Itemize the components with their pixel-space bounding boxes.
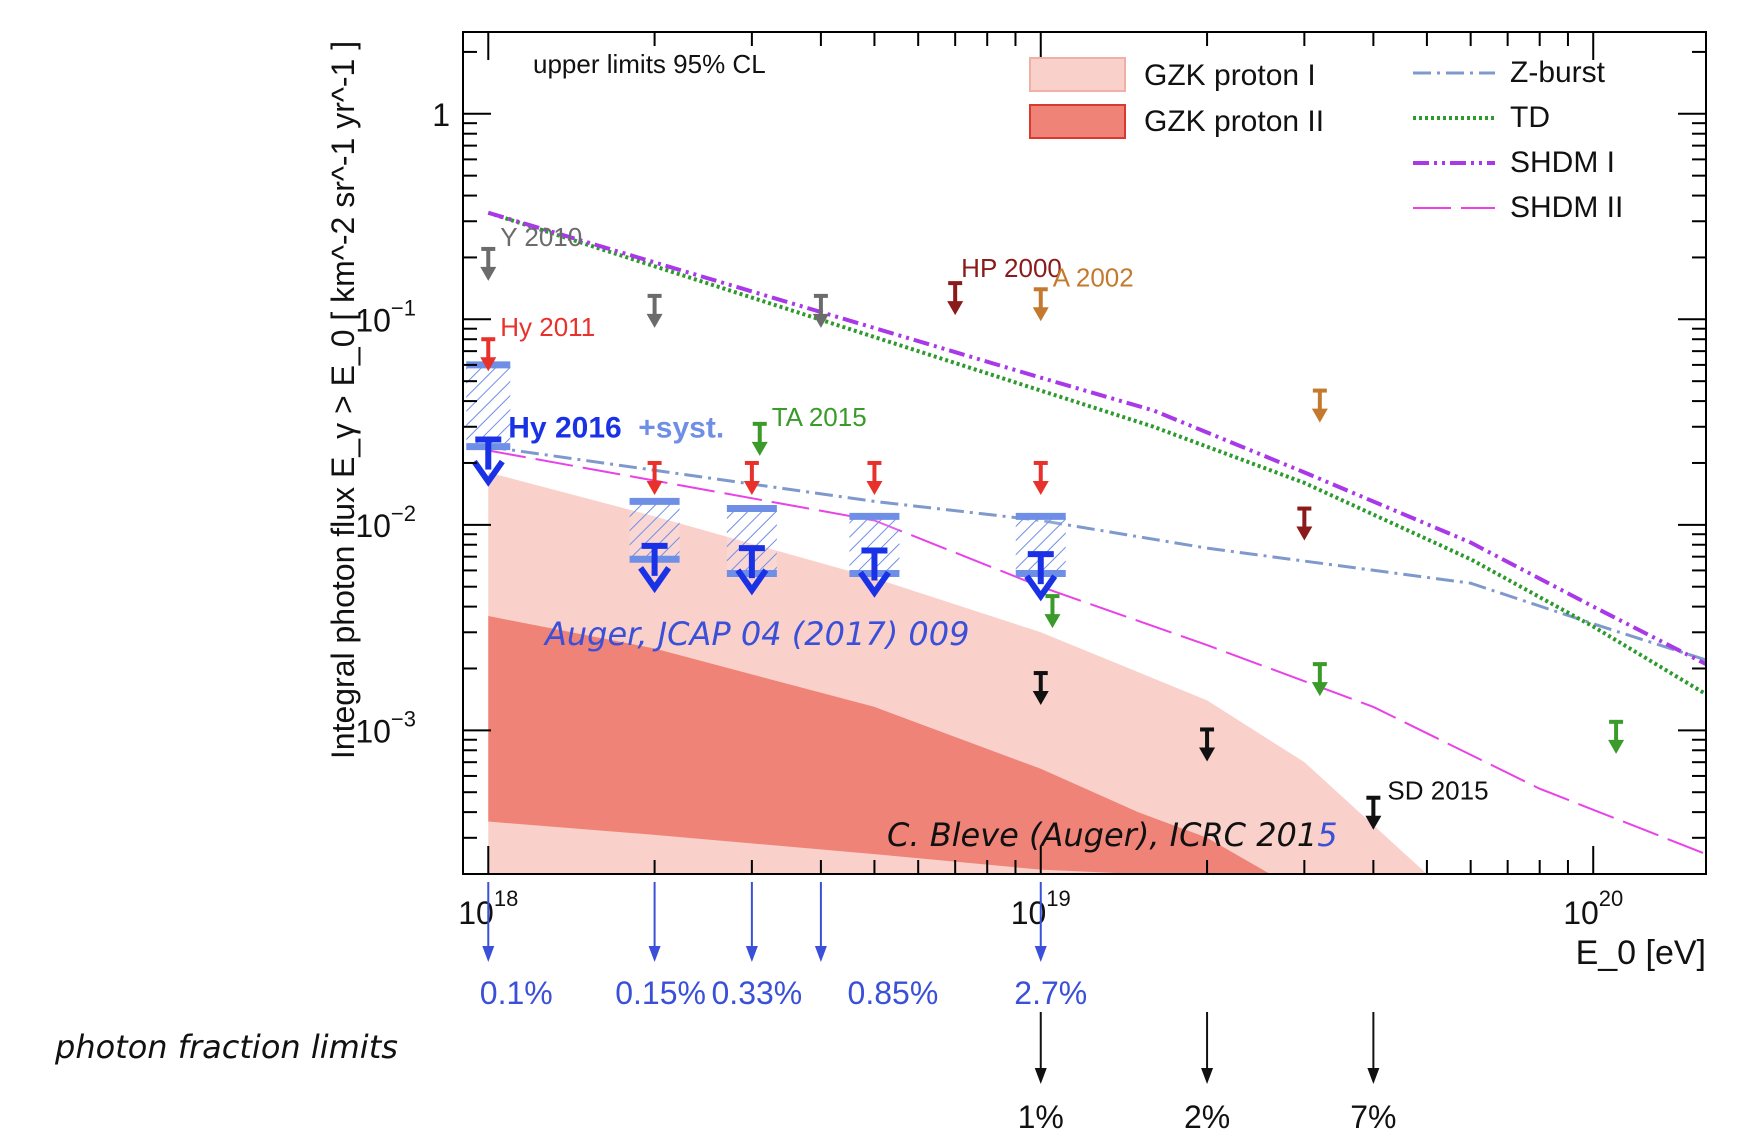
- y-tick-label: 10−3: [355, 706, 416, 749]
- fraction-label-sd: 2%: [1184, 1099, 1230, 1135]
- limit-arrow-hy-2011: [480, 337, 497, 372]
- legend-label-gzk-proton-i: GZK proton I: [1144, 59, 1316, 92]
- fraction-arrow-hybrid: [648, 882, 661, 962]
- band-gzk-proton-ii: [488, 616, 1271, 874]
- fraction-arrow-sd: [1034, 1012, 1047, 1084]
- fraction-label-sd: 7%: [1350, 1099, 1396, 1135]
- limit-arrow-a-2002: [1311, 388, 1328, 423]
- legend-swatch-gzk-proton-i: [1029, 57, 1126, 92]
- limit-arrow-y-2010: [812, 293, 829, 328]
- hy2016-label: Hy 2016: [508, 412, 621, 445]
- y-tick-label: 1: [432, 97, 450, 133]
- hy2016-arrow: [857, 547, 891, 598]
- legend-swatch-gzk-proton-ii: [1029, 104, 1126, 139]
- limit-label-y-2010: Y 2010: [500, 222, 582, 252]
- limit-arrow-hy-2011: [646, 460, 663, 495]
- gzk-bands: [488, 472, 1427, 874]
- hy2016-arrow: [1024, 551, 1058, 602]
- x-axis-label: E_0 [eV]: [1576, 934, 1706, 972]
- y-tick-label: 10−1: [355, 295, 416, 338]
- fraction-arrow-hybrid: [814, 882, 827, 962]
- syst-box: [466, 364, 511, 447]
- limit-arrow-hp-2000: [947, 281, 964, 316]
- hy2016-arrow: [735, 545, 769, 596]
- limit-label-hp-2000: HP 2000: [961, 253, 1062, 283]
- bleve-annotation-suffix: 5: [1317, 816, 1337, 854]
- limit-arrow-hy-2011: [743, 460, 760, 495]
- fraction-arrow-hybrid: [745, 882, 758, 962]
- limit-arrow-ta-2015: [751, 421, 768, 456]
- hy2016-arrow: [471, 436, 505, 487]
- cl-annotation: upper limits 95% CL: [533, 49, 766, 79]
- bleve-annotation: C. Bleve (Auger), ICRC 2015: [887, 816, 1338, 854]
- fraction-arrow-sd: [1201, 1012, 1214, 1084]
- series-line-shdm-i: [487, 210, 1706, 666]
- limit-arrow-hy-2011: [866, 460, 883, 495]
- y-tick-label: 10−2: [355, 501, 416, 544]
- hy2016-limits: Hy 2016 +syst.: [471, 412, 1058, 602]
- limit-arrow-sd-2015: [1199, 727, 1216, 762]
- fraction-label-hybrid: 0.33%: [712, 975, 803, 1011]
- x-tick-label: 1020: [1563, 886, 1623, 931]
- series-line-z-burst: [488, 445, 1706, 662]
- legend-label-td: TD: [1510, 101, 1550, 134]
- limit-arrow-y-2010: [480, 246, 497, 281]
- legend-label-z-burst: Z-burst: [1510, 56, 1606, 89]
- fraction-label-hybrid: 0.15%: [615, 975, 706, 1011]
- limit-arrow-y-2010: [646, 293, 663, 328]
- limit-arrow-hy-2011: [1032, 460, 1049, 495]
- limit-arrow-a-2002: [1032, 287, 1049, 322]
- fraction-arrow-sd: [1367, 1012, 1380, 1084]
- hy2016-syst-boxes: [466, 361, 1066, 577]
- fraction-label-sd: 1%: [1018, 1099, 1064, 1135]
- bleve-annotation-main: C. Bleve (Auger), ICRC 201: [887, 816, 1317, 854]
- hy2016-arrow: [638, 542, 672, 594]
- legend-label-gzk-proton-ii: GZK proton II: [1144, 105, 1324, 138]
- limit-label-ta-2015: TA 2015: [772, 402, 867, 432]
- hy2016-syst-label: +syst.: [638, 412, 724, 445]
- y-axis-label: Integral photon flux E_γ > E_0 [ km^-2 s…: [325, 41, 361, 759]
- fraction-arrow-hybrid: [482, 882, 495, 962]
- limit-label-hy-2011: Hy 2011: [500, 312, 595, 342]
- fraction-arrow-hybrid: [1034, 882, 1047, 962]
- fraction-label-hybrid: 0.1%: [480, 975, 553, 1011]
- limit-arrow-ta-2015: [1044, 594, 1061, 629]
- limit-arrow-hp-2000: [1296, 506, 1313, 541]
- legend-label-shdm-ii: SHDM II: [1510, 191, 1623, 224]
- limit-label-a-2002: A 2002: [1053, 262, 1134, 292]
- limit-arrow-sd-2015: [1365, 795, 1382, 830]
- plot-frame: [462, 31, 1707, 875]
- limit-arrow-ta-2015: [1608, 719, 1625, 754]
- legend-label-shdm-i: SHDM I: [1510, 146, 1615, 179]
- limit-arrow-ta-2015: [1311, 662, 1328, 697]
- limit-label-sd-2015: SD 2015: [1387, 776, 1488, 806]
- fraction-label-hybrid: 2.7%: [1014, 975, 1087, 1011]
- fraction-label-hybrid: 0.85%: [848, 975, 939, 1011]
- auger-jcap-annotation: Auger, JCAP 04 (2017) 009: [543, 615, 969, 653]
- photon-fraction-limits: 0.1% 0.15% 0.33% 0.85% 2.7% 1% 2% 7%: [480, 882, 1397, 1135]
- limit-arrow-sd-2015: [1032, 671, 1049, 706]
- photon-fraction-heading: photon fraction limits: [54, 1028, 398, 1066]
- series-line-td: [487, 210, 1706, 696]
- legend: GZK proton I GZK proton II Z-burst TD SH…: [1029, 56, 1623, 224]
